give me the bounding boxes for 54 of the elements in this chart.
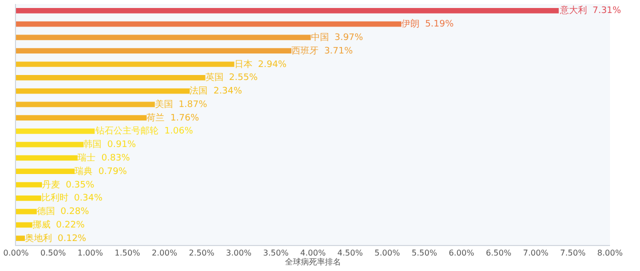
bar: [16, 48, 292, 54]
bar: [16, 88, 190, 94]
bar: [16, 236, 25, 241]
category-label: 日本 2.94%: [234, 60, 287, 70]
x-tick-label: 0.00%: [3, 248, 30, 258]
bar: [16, 182, 42, 188]
category-label: 美国 1.87%: [154, 100, 208, 110]
x-tick-label: 5.50%: [412, 248, 438, 258]
x-tick-label: 1.50%: [114, 248, 140, 258]
category-label: 西班牙 3.71%: [291, 46, 353, 56]
bar: [16, 115, 147, 120]
x-tick-label: 7.00%: [523, 248, 549, 258]
x-tick-label: 8.00%: [597, 248, 624, 258]
category-label: 奥地利 0.12%: [24, 234, 86, 244]
x-tick-label: 1.00%: [78, 248, 104, 258]
category-label: 伊朗 5.19%: [401, 20, 454, 30]
category-label: 中国 3.97%: [310, 32, 364, 43]
category-label: 瑞士 0.83%: [78, 153, 130, 164]
category-label: 挪威 0.22%: [32, 220, 85, 230]
x-tick-label: 0.50%: [40, 248, 66, 258]
category-label: 法国 2.34%: [190, 86, 242, 97]
category-label: 意大利 7.31%: [560, 6, 622, 16]
bar: [16, 208, 37, 214]
bar: [16, 34, 311, 40]
bar: [16, 102, 155, 108]
bar: [16, 62, 234, 67]
bar: [16, 8, 559, 14]
category-label: 瑞典 0.79%: [74, 166, 127, 177]
x-tick-label: 3.50%: [263, 248, 289, 258]
bar: [16, 142, 84, 148]
x-tick-label: 7.50%: [560, 248, 586, 258]
category-label: 英国 2.55%: [205, 73, 258, 84]
bar: [16, 222, 32, 228]
category-label: 韩国 0.91%: [84, 140, 136, 150]
x-tick-label: 6.50%: [486, 248, 512, 258]
x-tick-label: 3.00%: [226, 248, 252, 258]
category-label: 德国 0.28%: [36, 207, 90, 218]
bar: [16, 168, 75, 174]
bar: [16, 195, 42, 201]
category-label: 丹麦 0.35%: [42, 180, 94, 190]
bar: [16, 155, 78, 161]
x-tick-label: 2.00%: [152, 248, 178, 258]
x-tick-label: 4.00%: [300, 248, 326, 258]
category-label: 比利时 0.34%: [41, 194, 103, 204]
x-tick-label: 4.50%: [337, 248, 364, 258]
bar: [16, 21, 402, 27]
x-tick-label: 2.50%: [188, 248, 215, 258]
bar: [16, 128, 95, 134]
x-axis-title: 全球病死率排名: [285, 258, 341, 267]
bar: [16, 74, 206, 80]
category-label: 钻石公主号邮轮 1.06%: [96, 126, 194, 137]
x-tick-label: 6.00%: [448, 248, 475, 258]
category-label: 荷兰 1.76%: [146, 113, 199, 124]
x-tick-label: 5.00%: [374, 248, 400, 258]
